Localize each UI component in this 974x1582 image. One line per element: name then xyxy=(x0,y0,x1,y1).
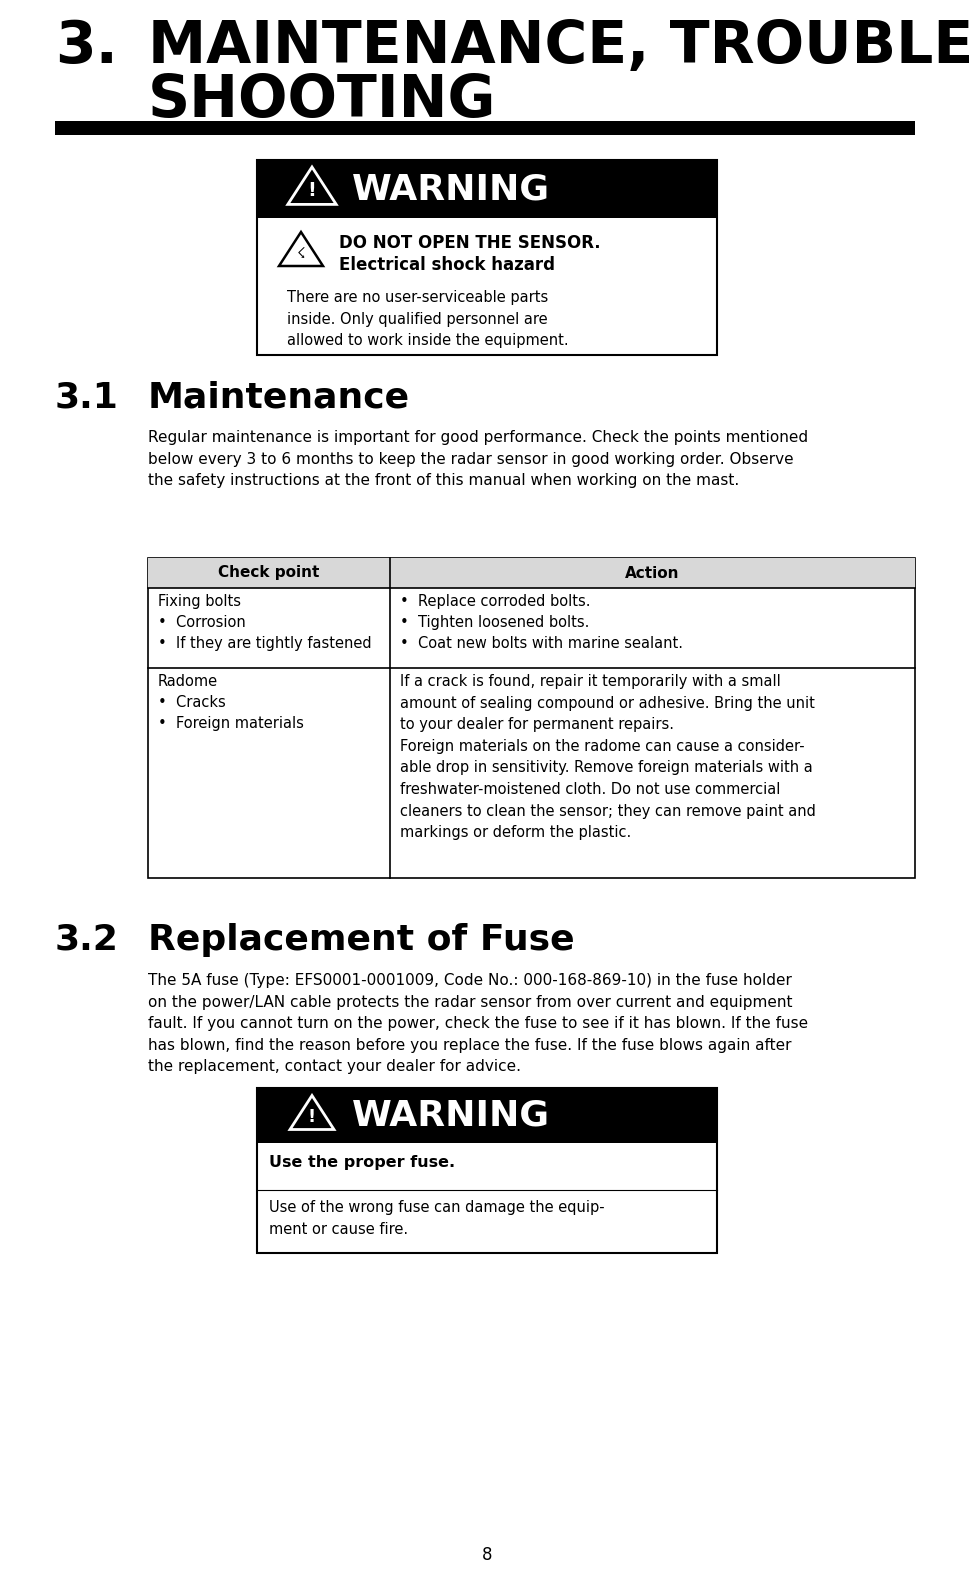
Text: !: ! xyxy=(308,1109,316,1126)
FancyBboxPatch shape xyxy=(257,1088,717,1144)
Text: Replacement of Fuse: Replacement of Fuse xyxy=(148,922,575,957)
FancyBboxPatch shape xyxy=(55,120,915,134)
Text: •  Replace corroded bolts.
•  Tighten loosened bolts.
•  Coat new bolts with mar: • Replace corroded bolts. • Tighten loos… xyxy=(399,593,683,652)
Text: 3.1: 3.1 xyxy=(55,380,119,414)
Text: Check point: Check point xyxy=(218,565,319,581)
Text: Action: Action xyxy=(625,565,680,581)
FancyBboxPatch shape xyxy=(257,160,717,218)
Text: 3.: 3. xyxy=(55,17,118,74)
Text: 8: 8 xyxy=(482,1546,492,1565)
Text: WARNING: WARNING xyxy=(352,1098,550,1133)
Text: If a crack is found, repair it temporarily with a small
amount of sealing compou: If a crack is found, repair it temporari… xyxy=(399,674,815,840)
Text: 3.2: 3.2 xyxy=(55,922,119,957)
Text: Fixing bolts
•  Corrosion
•  If they are tightly fastened: Fixing bolts • Corrosion • If they are t… xyxy=(158,593,372,652)
Text: Maintenance: Maintenance xyxy=(148,380,410,414)
Text: The 5A fuse (Type: EFS0001-0001009, Code No.: 000-168-869-10) in the fuse holder: The 5A fuse (Type: EFS0001-0001009, Code… xyxy=(148,973,808,1074)
Text: Regular maintenance is important for good performance. Check the points mentione: Regular maintenance is important for goo… xyxy=(148,430,808,489)
FancyBboxPatch shape xyxy=(257,1088,717,1253)
Text: !: ! xyxy=(308,182,317,201)
Text: Electrical shock hazard: Electrical shock hazard xyxy=(339,256,555,274)
Text: DO NOT OPEN THE SENSOR.: DO NOT OPEN THE SENSOR. xyxy=(339,234,601,252)
Text: Use of the wrong fuse can damage the equip-
ment or cause fire.: Use of the wrong fuse can damage the equ… xyxy=(269,1201,605,1237)
Text: SHOOTING: SHOOTING xyxy=(148,73,497,130)
Text: Radome
•  Cracks
•  Foreign materials: Radome • Cracks • Foreign materials xyxy=(158,674,304,731)
Text: Use the proper fuse.: Use the proper fuse. xyxy=(269,1155,455,1171)
Text: There are no user-serviceable parts
inside. Only qualified personnel are
allowed: There are no user-serviceable parts insi… xyxy=(287,290,569,348)
FancyBboxPatch shape xyxy=(257,160,717,354)
Text: MAINTENANCE, TROUBLE-: MAINTENANCE, TROUBLE- xyxy=(148,17,974,74)
Text: ☇: ☇ xyxy=(297,247,306,261)
FancyBboxPatch shape xyxy=(148,558,915,878)
Text: WARNING: WARNING xyxy=(352,172,550,206)
FancyBboxPatch shape xyxy=(148,558,915,589)
